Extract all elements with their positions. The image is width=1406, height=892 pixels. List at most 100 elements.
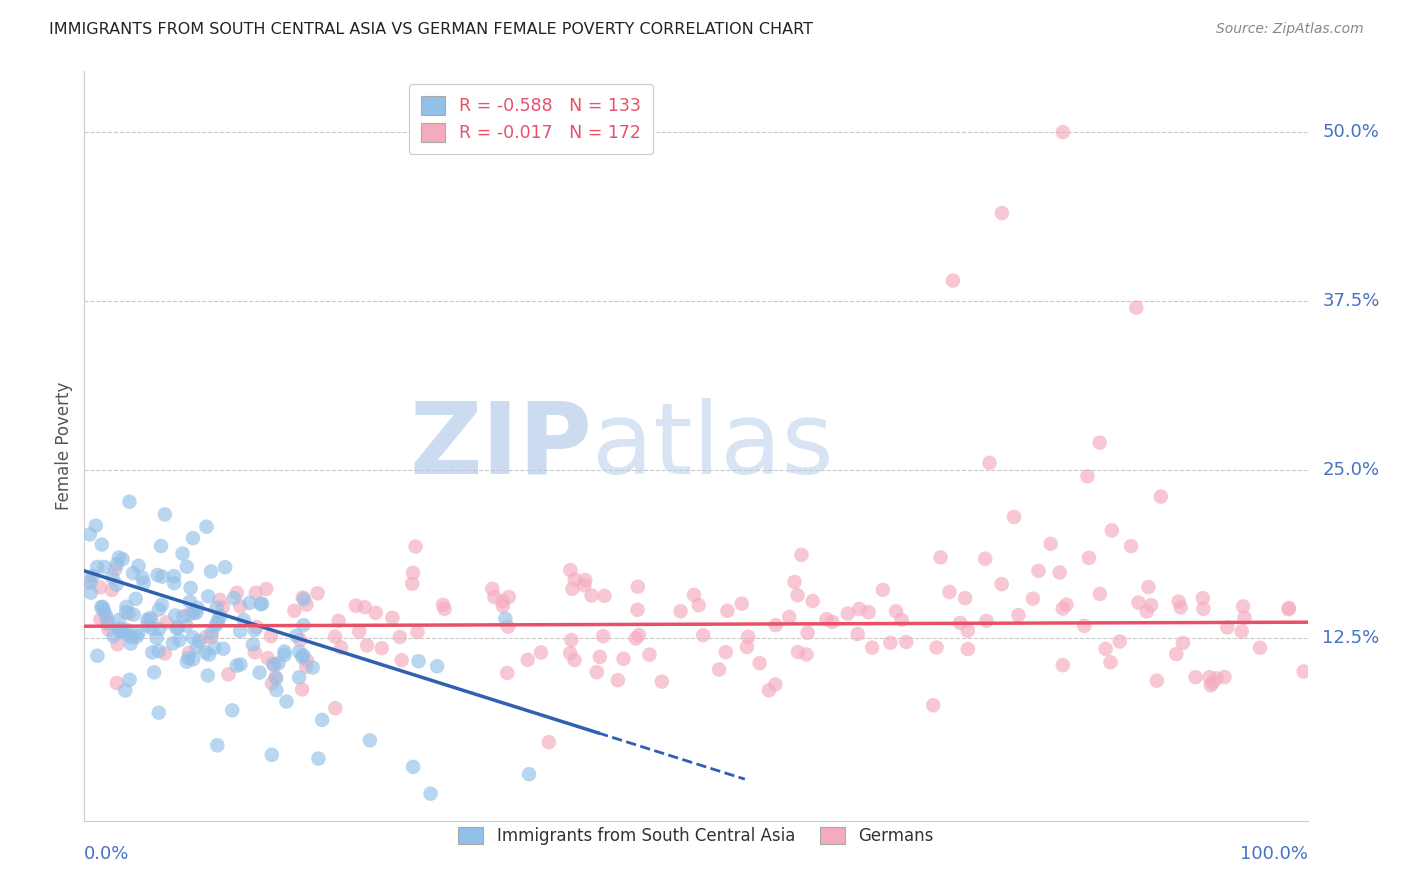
Point [179,594,201,608]
Legend: Immigrants from South Central Asia, Germans: Immigrants from South Central Asia, Germ… [450,819,942,854]
Point [264,671,287,685]
Point [93,603,115,617]
Point [176,655,198,669]
Point [323,630,346,644]
Text: ZIP: ZIP [409,398,592,494]
Point [1232,599,1254,614]
Point [163,576,186,591]
Point [295,598,318,612]
Point [250,597,273,611]
Point [94,607,117,622]
Point [166,621,188,635]
Point [956,642,979,657]
Point [1199,678,1222,692]
Point [195,520,218,534]
Point [402,566,425,580]
Point [295,653,318,667]
Point [91,599,114,614]
Point [938,585,960,599]
Point [837,607,859,621]
Point [391,653,413,667]
Point [276,694,298,708]
Point [225,658,247,673]
Point [560,646,582,660]
Point [205,600,228,615]
Point [1184,670,1206,684]
Point [273,644,295,658]
Point [1170,600,1192,615]
Point [364,606,387,620]
Point [311,713,333,727]
Point [564,573,586,587]
Point [222,591,245,606]
Point [683,588,706,602]
Point [86,560,108,574]
Point [1052,125,1074,139]
Point [1137,580,1160,594]
Point [143,665,166,680]
Point [758,683,780,698]
Point [114,683,136,698]
Point [96,616,118,631]
Point [347,624,370,639]
Point [561,582,583,596]
Point [1216,620,1239,634]
Point [198,648,221,662]
Point [1191,591,1213,606]
Point [585,665,607,680]
Point [229,599,252,614]
Point [145,631,167,645]
Point [846,627,869,641]
Point [249,665,271,680]
Point [127,626,149,640]
Point [974,551,997,566]
Point [783,574,806,589]
Point [153,508,176,522]
Point [90,537,112,551]
Point [176,618,198,632]
Point [492,599,515,613]
Text: IMMIGRANTS FROM SOUTH CENTRAL ASIA VS GERMAN FEMALE POVERTY CORRELATION CHART: IMMIGRANTS FROM SOUTH CENTRAL ASIA VS GE… [49,22,813,37]
Point [108,624,131,638]
Point [101,570,124,584]
Text: 100.0%: 100.0% [1240,845,1308,863]
Point [208,593,231,607]
Point [1192,602,1215,616]
Point [153,647,176,661]
Point [172,547,194,561]
Point [80,585,103,599]
Point [638,648,661,662]
Point [79,527,101,541]
Point [260,747,283,762]
Point [669,604,692,618]
Point [879,636,901,650]
Point [929,550,952,565]
Point [1167,594,1189,608]
Point [1140,598,1163,612]
Point [432,598,454,612]
Point [1205,671,1227,685]
Point [949,615,972,630]
Point [120,637,142,651]
Point [405,540,427,554]
Point [1136,604,1159,618]
Point [86,648,108,663]
Point [292,618,315,632]
Point [96,611,118,625]
Point [979,456,1001,470]
Point [301,660,323,674]
Text: 37.5%: 37.5% [1322,292,1379,310]
Point [212,641,235,656]
Point [111,552,134,566]
Point [181,531,204,545]
Point [238,596,260,610]
Point [692,628,714,642]
Point [121,631,143,645]
Point [125,630,148,644]
Point [786,588,808,602]
Point [1125,301,1147,315]
Point [105,577,128,591]
Point [82,569,104,583]
Point [627,628,650,642]
Point [714,645,737,659]
